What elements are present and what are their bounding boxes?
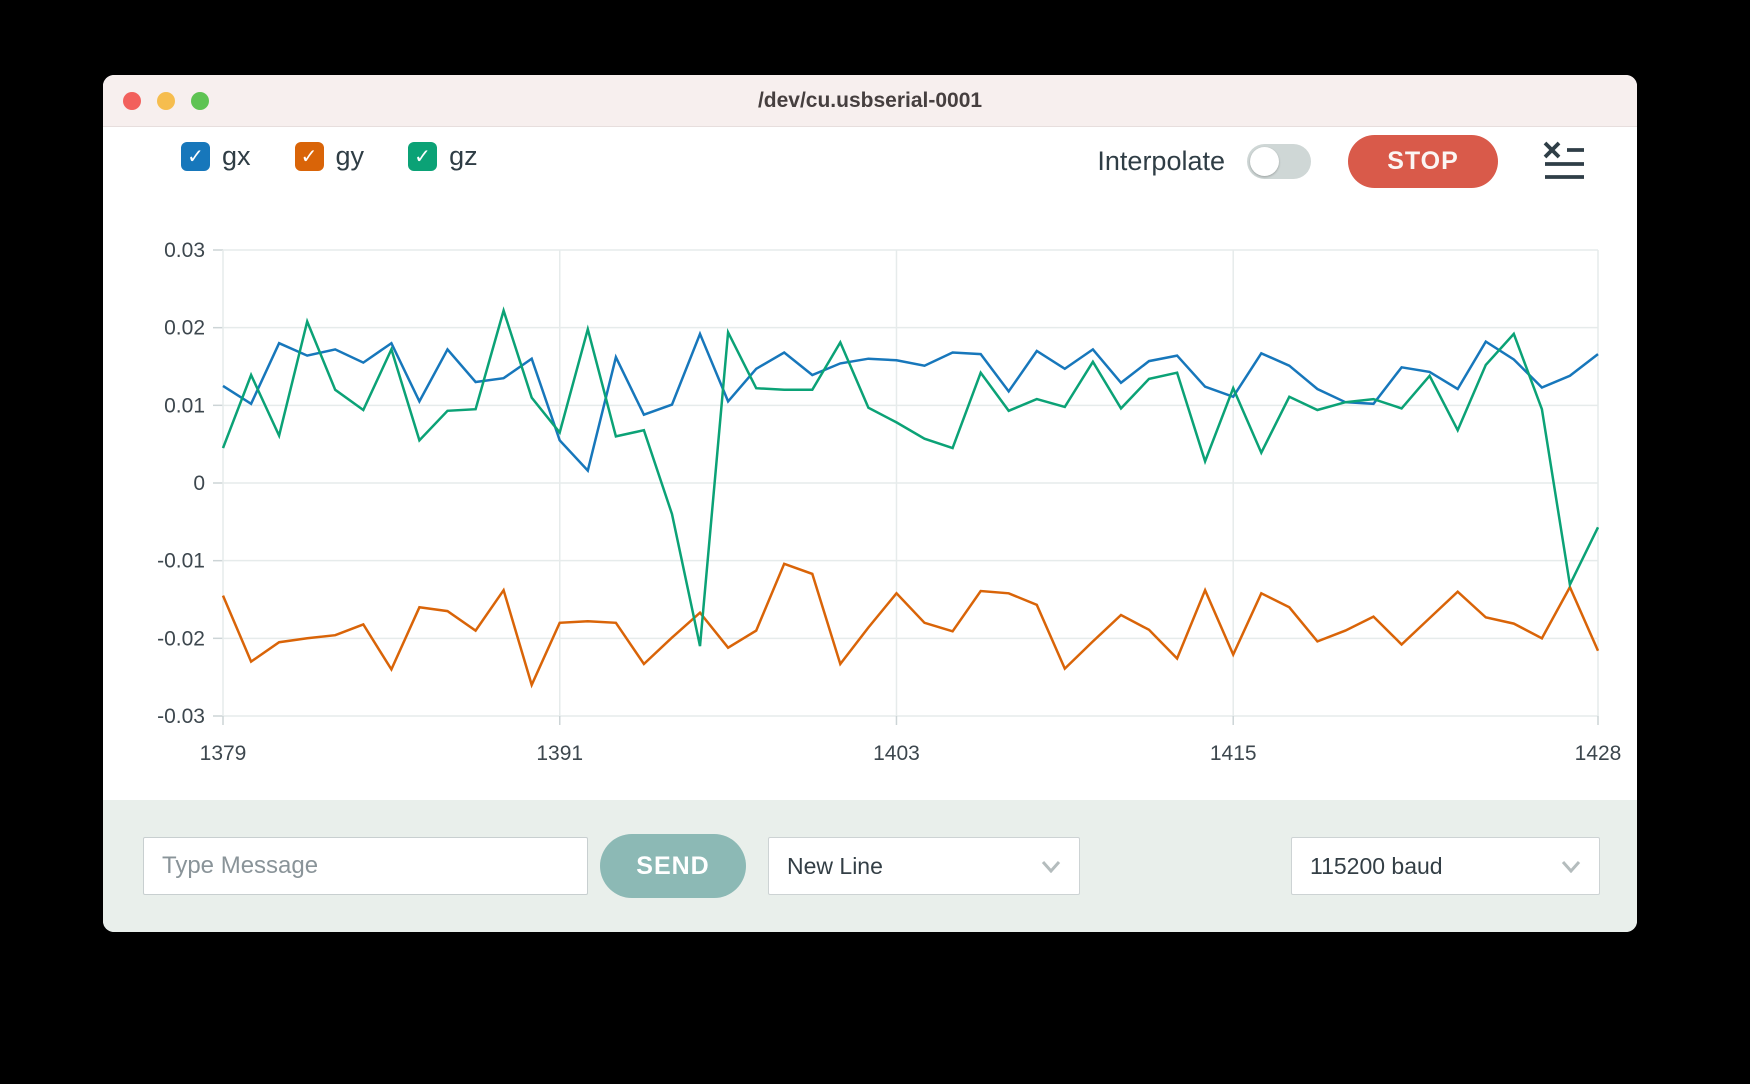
y-axis-tick-label: 0.03 — [164, 239, 205, 262]
legend-checkbox-gx[interactable]: ✓ — [181, 142, 210, 171]
clear-list-icon[interactable] — [1541, 140, 1585, 182]
checkmark-icon: ✓ — [300, 145, 318, 168]
legend-checkbox-gz[interactable]: ✓ — [408, 142, 438, 171]
legend-checkbox-gy[interactable]: ✓ — [294, 142, 324, 171]
legend-item-gx[interactable]: ✓ gx — [181, 141, 251, 172]
baud-rate-select[interactable]: 115200 baud — [1291, 837, 1600, 895]
y-axis-tick-label: 0.01 — [164, 394, 205, 417]
series-line-gx — [222, 330, 1599, 474]
toolbar-right: Interpolate STOP — [1097, 127, 1585, 195]
window-title: /dev/cu.usbserial-0001 — [757, 89, 983, 112]
stop-button[interactable]: STOP — [1348, 134, 1498, 188]
traffic-light-buttons — [123, 92, 209, 110]
legend-label-gx: gx — [222, 141, 251, 171]
interpolate-toggle[interactable] — [1247, 143, 1311, 179]
chevron-down-icon — [1041, 860, 1061, 873]
legend-label-gy: gy — [335, 141, 365, 171]
x-axis-tick-label: 1391 — [536, 742, 583, 765]
x-axis-tick-label: 1403 — [873, 742, 920, 765]
interpolate-label: Interpolate — [1097, 145, 1225, 176]
legend-item-gy[interactable]: ✓ gy — [294, 141, 365, 172]
baud-rate-value: 115200 baud — [1310, 852, 1443, 879]
minimize-window-button[interactable] — [157, 92, 175, 110]
checkmark-icon: ✓ — [414, 145, 431, 168]
chart-toolbar: ✓ gx ✓ gy ✓ gz Interpolate STOP — [103, 127, 1637, 195]
series-line-gy — [221, 562, 1600, 689]
x-axis-tick-label: 1415 — [1210, 742, 1257, 765]
toggle-knob-icon — [1250, 146, 1279, 176]
clear-list-icon-glyph — [1543, 141, 1584, 179]
chevron-down-icon — [1561, 860, 1581, 873]
y-axis-tick-label: -0.03 — [157, 705, 205, 728]
line-chart: 0.03 0.02 0.01 0 -0.01 -0.02 -0.03 1379 1391 1403… — [157, 239, 1622, 765]
legend-item-gz[interactable]: ✓ gz — [408, 141, 478, 172]
y-axis-tick-label: -0.01 — [157, 550, 205, 573]
close-window-button[interactable] — [123, 92, 141, 110]
series-line-gz — [221, 306, 1600, 647]
y-axis-tick-label: 0 — [193, 472, 205, 495]
zoom-window-button[interactable] — [191, 92, 209, 110]
app-window: /dev/cu.usbserial-0001 ✓ gx ✓ gy ✓ gz In… — [103, 75, 1637, 932]
message-input[interactable] — [143, 837, 588, 895]
line-ending-value: New Line — [787, 852, 883, 879]
y-axis-tick-label: -0.02 — [157, 627, 205, 650]
legend: ✓ gx ✓ gy ✓ gz — [181, 141, 478, 172]
x-axis-tick-label: 1428 — [1575, 742, 1622, 765]
y-axis-tick-label: 0.02 — [164, 317, 205, 340]
message-bar: SEND New Line 115200 baud — [103, 800, 1637, 932]
checkmark-icon: ✓ — [187, 145, 204, 168]
window-titlebar: /dev/cu.usbserial-0001 — [103, 75, 1637, 127]
line-ending-select[interactable]: New Line — [768, 837, 1080, 895]
send-button[interactable]: SEND — [600, 834, 746, 898]
x-axis-tick-label: 1379 — [200, 742, 247, 765]
legend-label-gz: gz — [449, 141, 478, 171]
